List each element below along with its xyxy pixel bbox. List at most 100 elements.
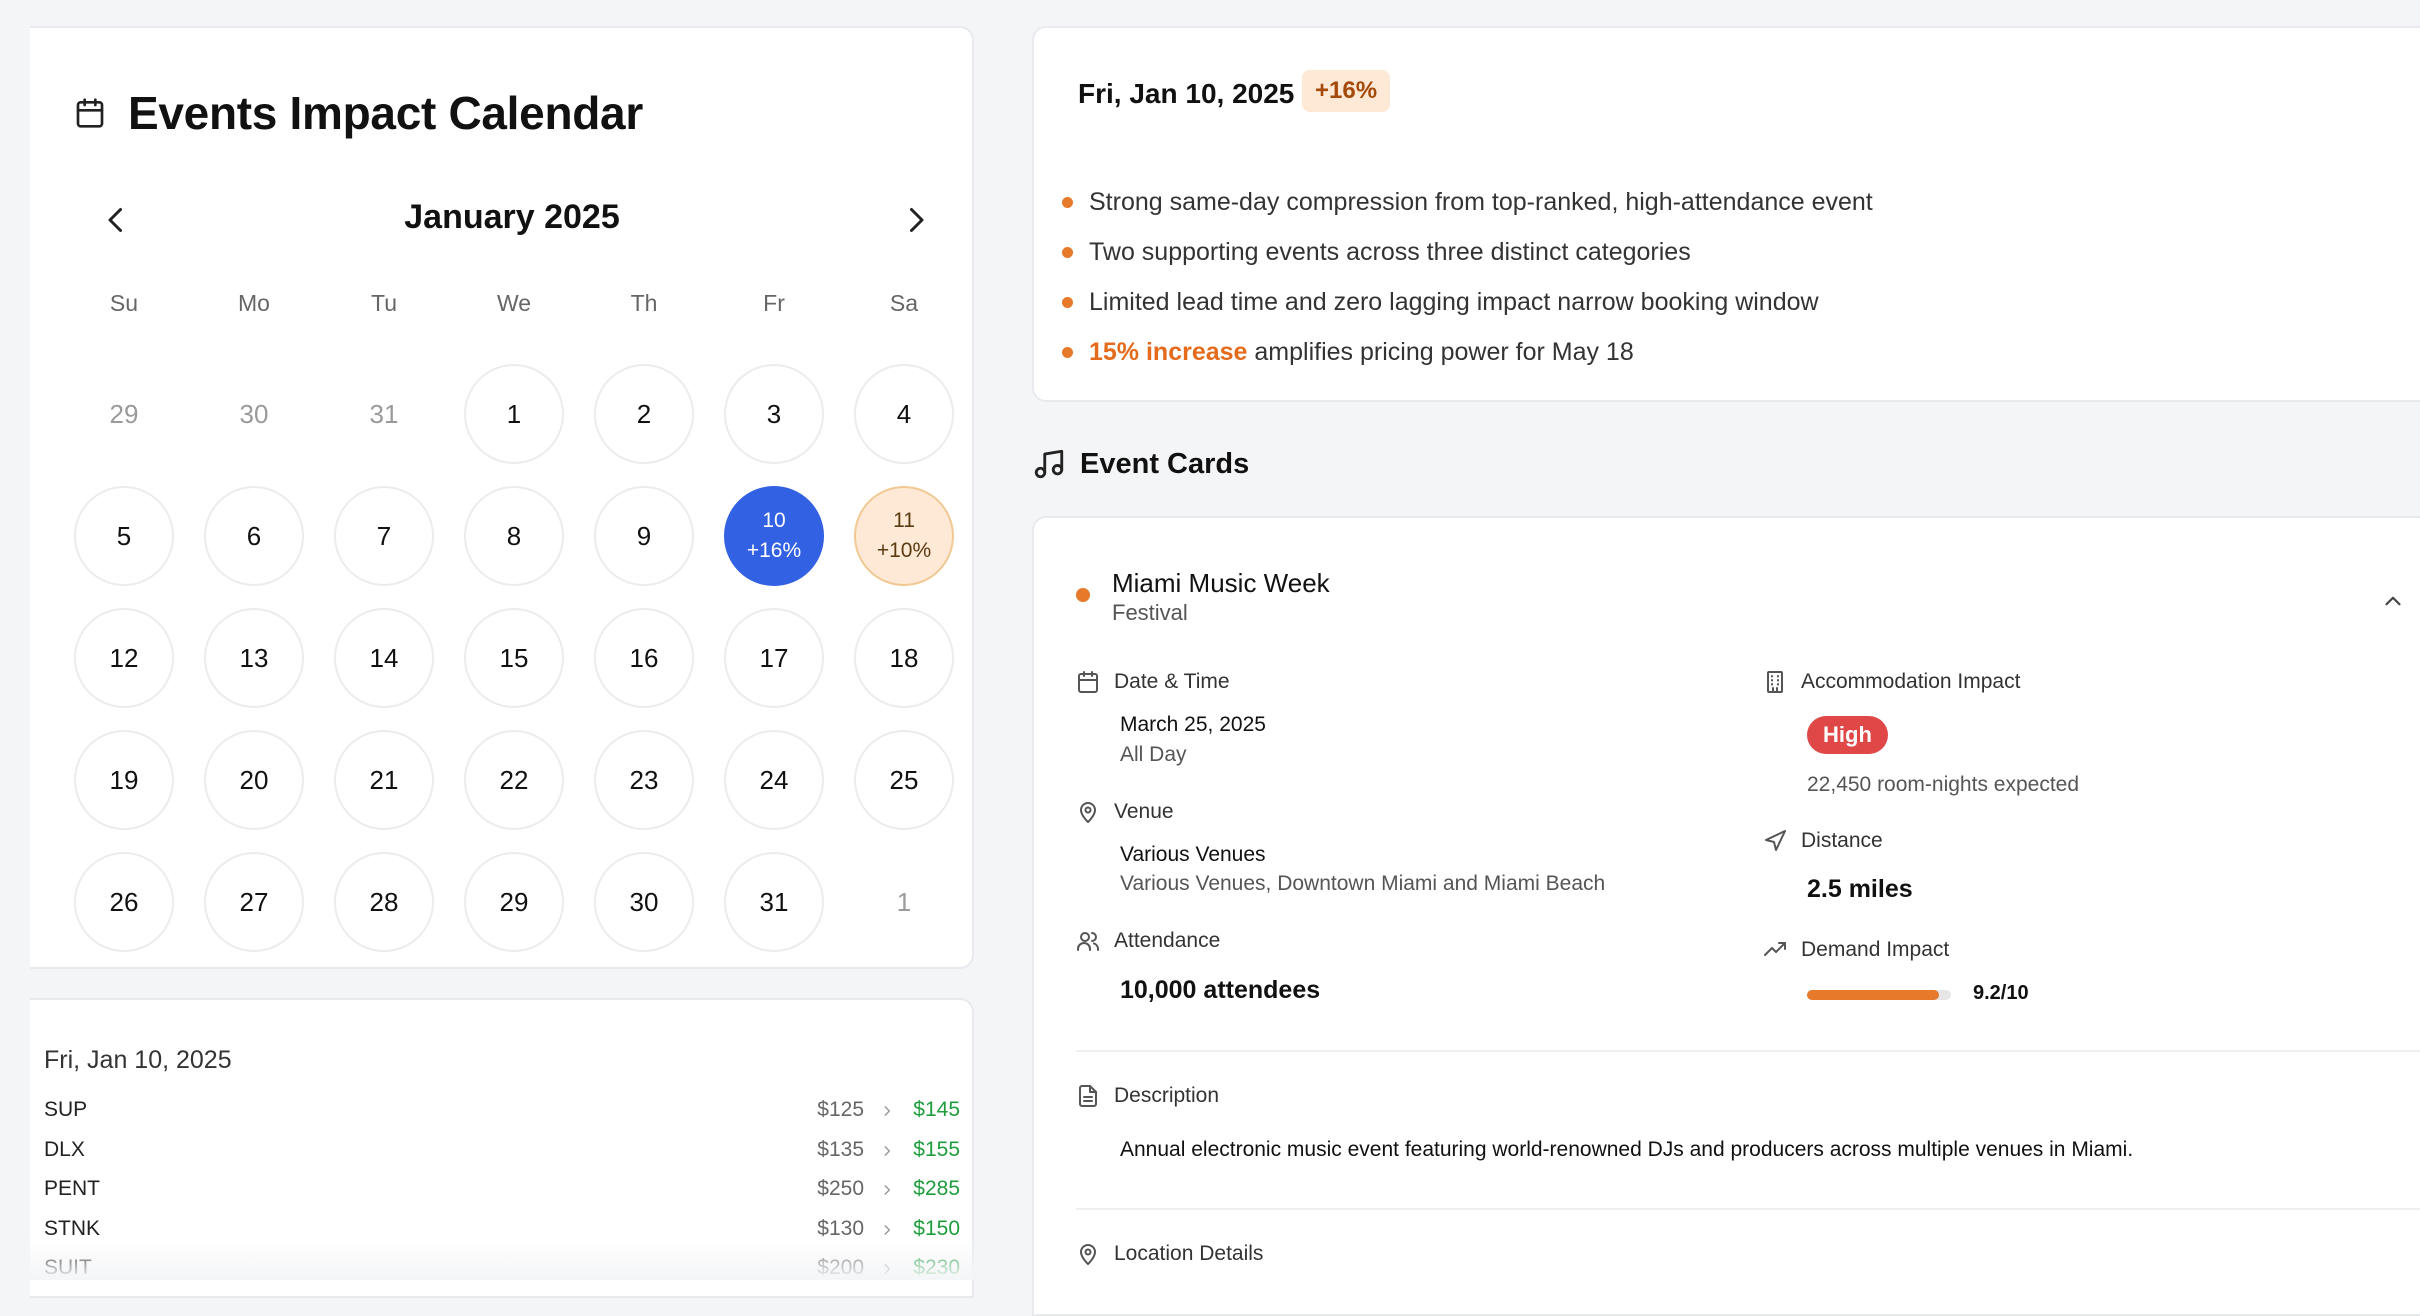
- calendar-day[interactable]: 11 +10%: [854, 486, 954, 586]
- bullet-dot: [1062, 347, 1073, 358]
- calendar-day[interactable]: 10 +16%: [724, 486, 824, 586]
- calendar-day[interactable]: 16: [594, 608, 694, 708]
- calendar-day[interactable]: 24: [724, 730, 824, 830]
- day-number: 29: [109, 398, 139, 429]
- chevron-right-icon: [880, 1103, 894, 1119]
- chevron-right-icon: [880, 1222, 894, 1238]
- description-label: Description: [1114, 1084, 1220, 1107]
- venue-name: Various Venues: [1120, 843, 1266, 866]
- music-note-icon: [1034, 449, 1064, 479]
- chevron-left-icon: [108, 208, 122, 232]
- chevron-right-icon: [880, 1182, 894, 1198]
- old-rate: $250: [817, 1177, 864, 1200]
- new-rate: $155: [913, 1137, 960, 1161]
- calendar-day[interactable]: 17: [724, 608, 824, 708]
- day-number: 10: [762, 509, 786, 532]
- impact-percent-badge: +16%: [1302, 70, 1391, 112]
- calendar-day[interactable]: 21: [334, 730, 434, 830]
- description-label-row: Description: [1076, 1084, 1219, 1108]
- collapse-button[interactable]: [2380, 588, 2406, 614]
- calendar-day: 1: [854, 852, 954, 952]
- next-month-button[interactable]: [898, 202, 934, 238]
- day-number: 6: [246, 520, 262, 551]
- calendar-day[interactable]: 9: [594, 486, 694, 586]
- day-number: 2: [636, 398, 652, 429]
- calendar-day[interactable]: 2: [594, 364, 694, 464]
- room-code: PENT: [44, 1177, 101, 1200]
- calendar-day[interactable]: 14: [334, 608, 434, 708]
- chevron-right-icon: [880, 1143, 894, 1159]
- calendar-day[interactable]: 8: [464, 486, 564, 586]
- calendar-icon: [74, 96, 106, 130]
- summary-bullet: 15% increase amplifies pricing power for…: [1062, 338, 1634, 367]
- date-time-label: Date & Time: [1114, 670, 1230, 693]
- calendar-day[interactable]: 23: [594, 730, 694, 830]
- calendar-day[interactable]: 19: [74, 730, 174, 830]
- day-number: 30: [629, 886, 659, 917]
- day-summary-card: Fri, Jan 10, 2025 +16% Strong same-day c…: [1032, 26, 2420, 402]
- calendar-day[interactable]: 31: [724, 852, 824, 952]
- demand-progress-bar: [1807, 990, 1951, 1000]
- event-cards-title: Event Cards: [1080, 447, 1250, 480]
- calendar-day[interactable]: 28: [334, 852, 434, 952]
- bullet-text: amplifies pricing power for May 18: [1247, 338, 1634, 366]
- day-number: 16: [629, 642, 659, 673]
- calendar-day[interactable]: 13: [204, 608, 304, 708]
- calendar-day[interactable]: 3: [724, 364, 824, 464]
- calendar-day[interactable]: 22: [464, 730, 564, 830]
- rate-row: STNK $130 $150: [44, 1213, 960, 1249]
- weekday-label: We: [496, 290, 532, 316]
- room-code: DLX: [44, 1137, 85, 1161]
- demand-label: Demand Impact: [1801, 938, 1950, 961]
- location-details-label-row: Location Details: [1076, 1242, 1263, 1266]
- day-number: 9: [636, 520, 652, 551]
- calendar-title: Events Impact Calendar: [128, 87, 643, 139]
- calendar-day[interactable]: 26: [74, 852, 174, 952]
- room-code: STNK: [44, 1216, 101, 1240]
- day-number: 17: [759, 642, 789, 673]
- rate-row: PENT $250 $285: [44, 1173, 960, 1209]
- document-icon: [1079, 1085, 1097, 1107]
- prev-month-button[interactable]: [98, 202, 134, 238]
- bullet-text: Limited lead time and zero lagging impac…: [1089, 288, 1819, 316]
- calendar-day[interactable]: 4: [854, 364, 954, 464]
- summary-bullet: Strong same-day compression from top-ran…: [1062, 188, 1873, 217]
- calendar-day[interactable]: 18: [854, 608, 954, 708]
- day-number: 26: [109, 886, 139, 917]
- calendar-day[interactable]: 29: [464, 852, 564, 952]
- old-rate: $125: [817, 1098, 864, 1121]
- chevron-up-icon: [2385, 596, 2401, 606]
- event-card: Miami Music Week Festival Date & Time Ma…: [1032, 516, 2420, 1316]
- calendar-day[interactable]: 25: [854, 730, 954, 830]
- bullet-text: Strong same-day compression from top-ran…: [1089, 188, 1873, 216]
- calendar-header: Events Impact Calendar: [74, 86, 643, 140]
- day-number: 7: [376, 520, 392, 551]
- event-category: Festival: [1112, 600, 1188, 625]
- calendar-day[interactable]: 1: [464, 364, 564, 464]
- calendar-day[interactable]: 7: [334, 486, 434, 586]
- attendance-label-row: Attendance: [1076, 929, 1220, 953]
- new-rate: $150: [913, 1216, 960, 1240]
- weekday-label: Tu: [371, 290, 397, 316]
- calendar-day[interactable]: 6: [204, 486, 304, 586]
- calendar-day[interactable]: 20: [204, 730, 304, 830]
- weekday-label: Sa: [889, 290, 919, 316]
- demand-label-row: Demand Impact: [1763, 938, 1949, 962]
- calendar-day[interactable]: 30: [594, 852, 694, 952]
- day-number: 8: [506, 520, 522, 551]
- calendar-day: 29: [74, 364, 174, 464]
- day-number: 23: [629, 764, 659, 795]
- day-number: 3: [766, 398, 782, 429]
- calendar-day[interactable]: 15: [464, 608, 564, 708]
- bullet-dot: [1062, 247, 1073, 258]
- calendar-day[interactable]: 5: [74, 486, 174, 586]
- accommodation-label: Accommodation Impact: [1801, 670, 2021, 693]
- accommodation-impact-badge: High: [1807, 716, 1888, 754]
- calendar-day[interactable]: 12: [74, 608, 174, 708]
- location-details-label: Location Details: [1114, 1242, 1264, 1265]
- distance-label: Distance: [1801, 829, 1883, 852]
- event-time: All Day: [1120, 743, 1187, 766]
- day-number: 5: [116, 520, 132, 551]
- calendar-day[interactable]: 27: [204, 852, 304, 952]
- day-number: 1: [896, 886, 912, 917]
